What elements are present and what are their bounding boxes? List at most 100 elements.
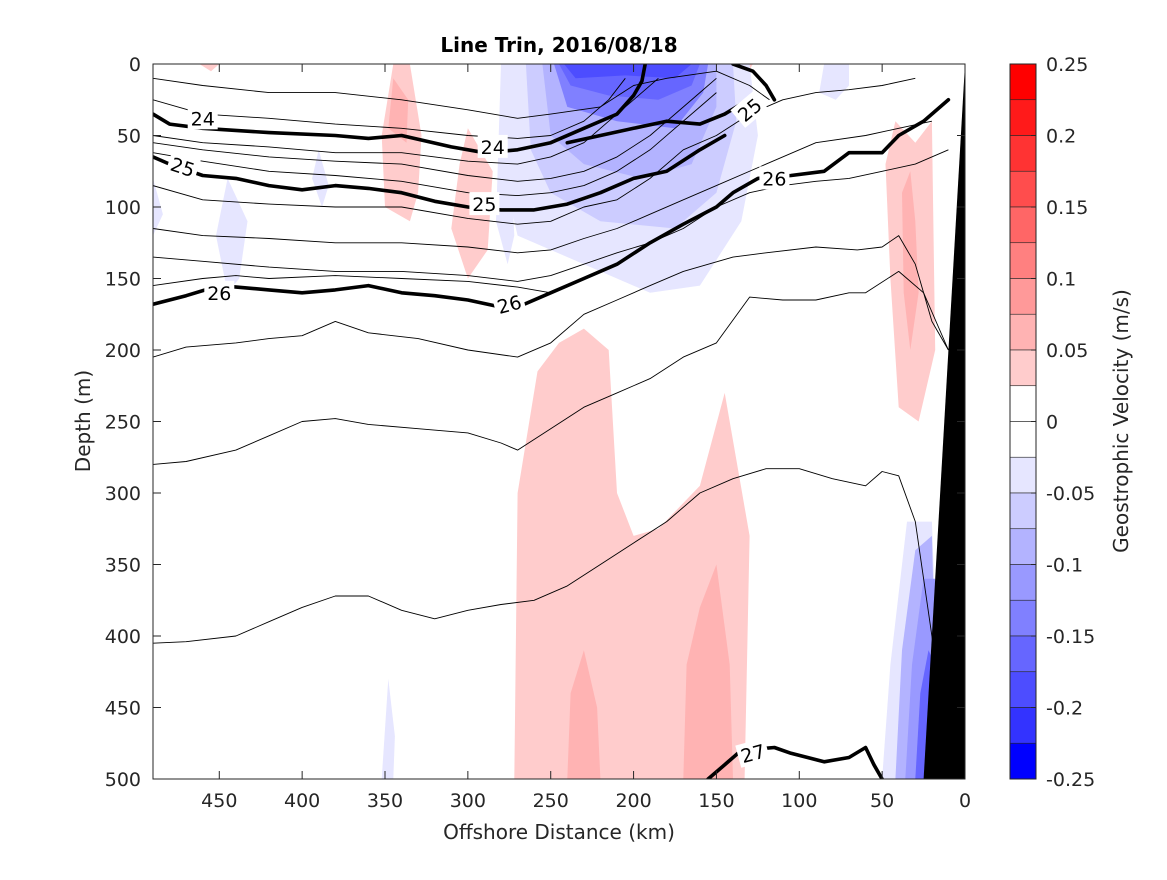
x-tick-label: 200 [615, 790, 651, 812]
colorbar-level-10 [1009, 421, 1037, 458]
y-tick-label: 400 [105, 626, 141, 648]
bathymetry-layer [923, 64, 965, 779]
density-contour-4 [153, 92, 717, 197]
colorbar-level-19 [1009, 742, 1037, 780]
colorbar-level-15 [1009, 599, 1037, 637]
colorbar-tick-label: -0.05 [1046, 483, 1095, 505]
colorbar-tick-label: -0.15 [1046, 626, 1095, 648]
chart-title: Line Trin, 2016/08/18 [440, 33, 677, 57]
contour-label-5: 26 [204, 280, 235, 305]
colorbar-level-7 [1009, 313, 1037, 351]
contour-label-text: 25 [472, 194, 496, 216]
contour-label-text: 26 [207, 283, 231, 305]
contour-label-7: 26 [759, 166, 790, 190]
contour-label-bg [187, 106, 218, 130]
y-tick-label: 350 [105, 555, 141, 577]
density-contour-11 [153, 468, 949, 751]
colorbar-tick-label: -0.1 [1046, 555, 1083, 577]
density-contour-3 [153, 77, 717, 182]
density-contour-bold-26-4 [515, 98, 951, 309]
density-contour-7 [153, 149, 949, 282]
velocity-region-7 [683, 564, 733, 779]
contour-label-1: 24 [477, 134, 508, 159]
y-tick-label: 500 [105, 769, 141, 791]
density-contour-bold-24-0 [153, 64, 648, 155]
velocity-region-12 [312, 149, 329, 207]
velocity-region-6 [567, 650, 601, 779]
colorbar-tick-label: 0.1 [1046, 269, 1076, 291]
x-tick-label: 300 [450, 790, 486, 812]
colorbar-tick-label: -0.2 [1046, 698, 1083, 720]
contour-label-bg [730, 90, 769, 128]
x-tick-label: 0 [959, 790, 971, 812]
contour-label-bg [204, 280, 235, 304]
colorbar [1009, 63, 1037, 780]
contour-label-bg [477, 134, 508, 158]
y-tick-label: 0 [129, 54, 141, 76]
contour-label-text: 26 [762, 168, 786, 190]
contour-label-bg [469, 192, 500, 216]
colorbar-level-13 [1009, 528, 1037, 565]
colorbar-level-14 [1009, 564, 1037, 601]
density-contour-bold-24-2 [565, 102, 744, 145]
colorbar-tick-label: 0.25 [1046, 54, 1088, 76]
colorbar-ticks: 0.25 0.2 0.15 0.1 0.05 0 -0.05 -0.1 -0.15 -0.2 -0.… [1031, 54, 1095, 791]
density-contour-bold-25-3 [153, 133, 727, 212]
density-contour-1 [153, 78, 626, 139]
y-tick-label: 50 [117, 126, 141, 148]
x-axis-ticks: 450 400 350 300 250 200 150 100 50 0 [201, 64, 971, 812]
colorbar-level-5 [1009, 242, 1037, 279]
y-tick-label: 150 [105, 269, 141, 291]
velocity-region-2 [199, 64, 220, 72]
contour-label-bg [759, 166, 790, 190]
y-axis-label: Depth (m) [71, 370, 95, 472]
density-contour-8 [153, 275, 551, 294]
density-contour-bold-25-1 [731, 64, 777, 102]
contour-label-bg [165, 150, 201, 183]
contour-label-bg [491, 288, 527, 319]
x-tick-label: 50 [870, 790, 894, 812]
bathymetry-shelf [923, 64, 965, 779]
density-thin-contours [153, 70, 949, 751]
velocity-fill-layer [153, 64, 942, 779]
velocity-region-21 [381, 678, 395, 779]
colorbar-tick-label: 0.05 [1046, 340, 1088, 362]
contour-label-0: 24 [187, 106, 218, 130]
velocity-region-9 [902, 171, 919, 350]
y-axis-ticks: 0 50 100 150 200 250 300 350 400 450 500 [105, 54, 965, 791]
y-tick-label: 250 [105, 412, 141, 434]
colorbar-level-0 [1009, 63, 1037, 101]
x-tick-label: 350 [367, 790, 403, 812]
colorbar-tick-label: 0 [1046, 412, 1058, 434]
density-bold-contours [153, 64, 951, 779]
colorbar-level-9 [1009, 385, 1037, 422]
velocity-region-19 [564, 64, 692, 79]
colorbar-level-12 [1009, 492, 1037, 530]
y-tick-label: 200 [105, 340, 141, 362]
colorbar-level-2 [1009, 135, 1037, 172]
y-tick-label: 300 [105, 483, 141, 505]
y-tick-label: 450 [105, 698, 141, 720]
x-tick-label: 100 [781, 790, 817, 812]
x-tick-label: 450 [201, 790, 237, 812]
contour-label-2: 25 [165, 150, 201, 183]
colorbar-tick-label: 0.15 [1046, 197, 1088, 219]
colorbar-tick-label: -0.25 [1046, 769, 1095, 791]
contour-label-text: 24 [191, 108, 215, 130]
contour-label-6: 26 [491, 288, 527, 319]
y-tick-label: 100 [105, 197, 141, 219]
contour-label-3: 25 [469, 192, 500, 216]
x-axis-label: Offshore Distance (km) [443, 820, 675, 844]
velocity-region-20 [819, 64, 849, 100]
colorbar-level-17 [1009, 671, 1037, 708]
colorbar-level-6 [1009, 278, 1037, 315]
contour-label-text: 24 [481, 137, 505, 159]
density-contour-5 [153, 77, 916, 225]
colorbar-level-3 [1009, 170, 1037, 208]
colorbar-tick-label: 0.2 [1046, 126, 1076, 148]
density-contour-10 [153, 270, 949, 465]
colorbar-level-11 [1009, 456, 1037, 494]
colorbar-label: Geostrophic Velocity (m/s) [1109, 289, 1133, 553]
